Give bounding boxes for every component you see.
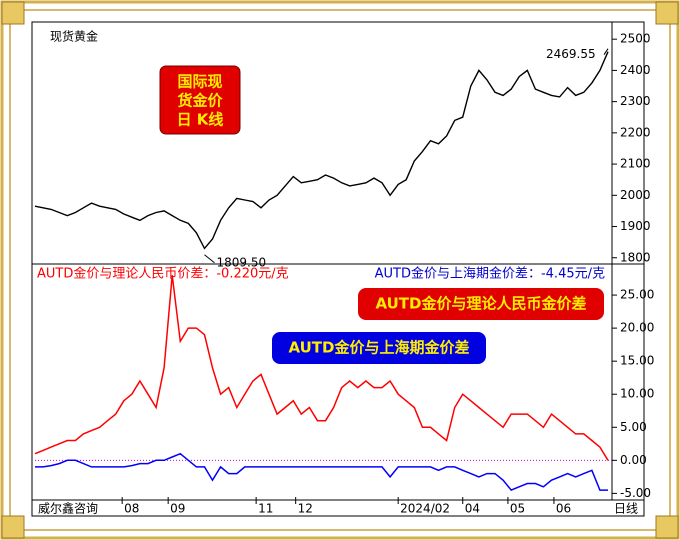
badge-text: 货金价	[177, 92, 223, 110]
x-tick-label: 12	[298, 502, 313, 516]
y-tick-label: 2100	[620, 157, 651, 171]
series-line	[34, 275, 609, 461]
y-tick-label: 5.00	[620, 420, 647, 434]
series-line	[34, 51, 609, 250]
y-tick-label: 2400	[620, 63, 651, 77]
badge-box	[159, 65, 241, 135]
x-tick-label: 2024/02	[400, 502, 450, 516]
plot-frame	[31, 21, 645, 517]
x-tick-label: 08	[124, 502, 139, 516]
legend-text: AUTD金价与上海期金价差：-4.45元/克	[375, 266, 605, 282]
legend-text: AUTD金价与理论人民币价差：-0.220元/克	[37, 266, 289, 282]
legend-label: AUTD金价与上海期金价差	[288, 339, 469, 357]
x-tick-label: 11	[258, 502, 273, 516]
chart-title: 现货黄金	[50, 29, 98, 44]
legend-box	[358, 288, 604, 320]
x-tick-label: 06	[556, 502, 571, 516]
y-tick-label: -5.00	[620, 486, 651, 500]
y-tick-label: 20.00	[620, 321, 654, 335]
y-tick-label: 25.00	[620, 288, 654, 302]
source: 威尔鑫咨询	[38, 501, 98, 516]
period: 日线	[614, 502, 638, 516]
x-tick-label: 04	[465, 502, 480, 516]
badge-text: 日 K线	[177, 111, 224, 129]
frame-inner	[9, 9, 671, 531]
series-line	[35, 452, 608, 492]
legend-box	[272, 332, 486, 364]
legend-label: AUTD金价与理论人民币金价差	[375, 295, 586, 313]
y-tick-label: 0.00	[620, 453, 647, 467]
y-tick-label: 2000	[620, 188, 651, 202]
x-tick-label: 05	[510, 502, 525, 516]
extreme-label: 2469.55	[546, 47, 596, 61]
y-tick-label: 2500	[620, 32, 651, 46]
extreme-leader	[204, 254, 215, 264]
y-tick-label: 2200	[620, 125, 651, 139]
y-tick-label: 1800	[620, 250, 651, 264]
y-tick-label: 2300	[620, 94, 651, 108]
y-tick-label: 10.00	[620, 387, 654, 401]
badge-text: 国际现	[177, 73, 222, 91]
y-tick-label: 1900	[620, 219, 651, 233]
x-tick-label: 09	[170, 502, 185, 516]
y-tick-label: 15.00	[620, 354, 654, 368]
extreme-label: 1809.50	[216, 255, 266, 269]
extreme-leader	[603, 48, 609, 55]
